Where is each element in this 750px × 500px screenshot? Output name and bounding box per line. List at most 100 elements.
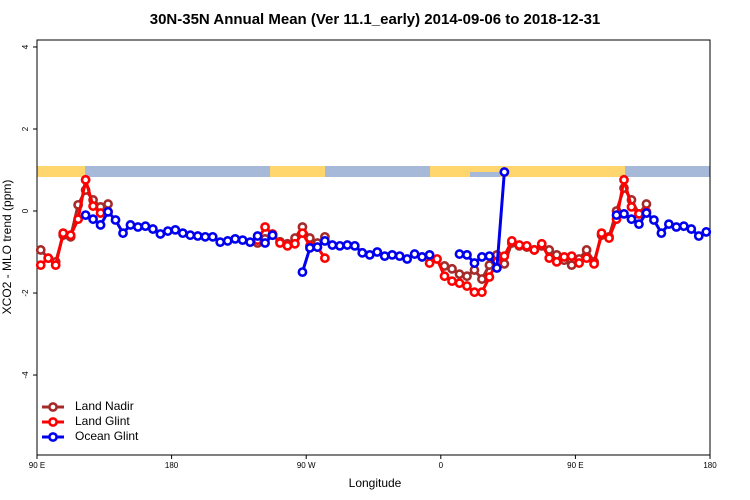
data-point <box>611 210 622 221</box>
data-point <box>447 263 457 274</box>
data-point <box>536 238 547 249</box>
data-point <box>477 274 487 284</box>
data-point <box>477 287 487 298</box>
data-point <box>88 214 98 225</box>
data-point <box>663 219 674 230</box>
data-point <box>43 253 54 264</box>
data-point <box>529 245 540 255</box>
data-point <box>499 259 510 269</box>
data-point <box>424 249 435 260</box>
data-point <box>462 281 472 291</box>
ocean-band <box>325 166 430 177</box>
data-point <box>566 260 577 271</box>
data-point <box>267 230 278 241</box>
series <box>35 183 652 284</box>
data-point <box>604 233 614 243</box>
data-point <box>110 215 121 225</box>
data-point <box>319 253 330 264</box>
data-point <box>379 251 390 262</box>
data-point <box>372 247 383 257</box>
y-axis-label: XCO2 - MLO trend (ppm) <box>0 180 14 315</box>
data-point <box>297 267 308 278</box>
data-point <box>237 235 248 246</box>
data-point <box>454 269 465 280</box>
data-point <box>462 249 472 260</box>
data-point <box>686 224 697 234</box>
data-point <box>103 206 113 217</box>
data-point <box>596 228 607 239</box>
data-point <box>574 258 585 268</box>
data-point <box>125 220 136 230</box>
data-point <box>312 242 323 252</box>
data-point <box>447 276 457 287</box>
data-point <box>559 252 570 262</box>
data-point <box>327 240 338 250</box>
data-point <box>170 224 181 235</box>
data-point <box>103 199 113 209</box>
legend-marker <box>48 417 58 427</box>
data-point <box>342 240 353 250</box>
x-tick-label: 90 W <box>297 461 316 470</box>
data-point <box>656 228 667 239</box>
data-point <box>192 231 203 241</box>
data-point <box>484 251 495 262</box>
data-point <box>357 247 368 258</box>
x-tick-label: 180 <box>165 461 179 470</box>
data-point <box>162 226 173 236</box>
data-point <box>499 251 510 262</box>
x-tick-label: 90 E <box>29 461 45 470</box>
data-point <box>177 228 188 239</box>
legend-label: Ocean Glint <box>75 429 139 443</box>
data-point <box>394 251 405 262</box>
data-point <box>566 251 577 262</box>
data-point <box>290 238 300 249</box>
data-point <box>305 243 315 253</box>
data-point <box>619 174 629 185</box>
y-tick-label: 4 <box>21 44 30 49</box>
data-point <box>118 228 128 239</box>
legend-label: Land Nadir <box>75 399 134 413</box>
data-point <box>349 240 360 251</box>
series <box>80 167 712 278</box>
data-point <box>409 249 420 259</box>
y-tick-label: 0 <box>21 208 30 213</box>
data-point <box>252 231 263 241</box>
land-ocean-strip <box>37 166 710 177</box>
series-line <box>39 178 647 294</box>
data-point <box>80 210 91 221</box>
data-point <box>215 237 226 248</box>
data-point <box>282 240 293 251</box>
data-point <box>58 228 69 239</box>
data-point <box>589 259 599 269</box>
data-point <box>484 272 495 282</box>
data-point <box>491 263 502 273</box>
data-point <box>506 236 517 246</box>
chart-title: 30N-35N Annual Mean (Ver 11.1_early) 201… <box>150 11 601 28</box>
data-point <box>297 228 308 239</box>
legend-marker <box>48 402 58 412</box>
data-point <box>514 240 525 250</box>
data-point <box>454 249 465 259</box>
legend-label: Land Glint <box>75 414 130 428</box>
data-point <box>641 208 652 218</box>
data-point <box>521 240 532 251</box>
data-point <box>140 221 151 232</box>
data-point <box>454 278 465 289</box>
data-point <box>185 230 196 241</box>
y-tick-label: 2 <box>21 126 30 131</box>
data-point <box>701 227 712 237</box>
data-point <box>619 208 629 219</box>
y-tick-label: -2 <box>21 289 30 297</box>
data-point <box>319 236 330 246</box>
data-point <box>245 237 256 248</box>
data-point <box>73 214 84 225</box>
data-point <box>581 245 592 255</box>
data-point <box>402 254 413 264</box>
data-point <box>626 214 637 225</box>
data-point <box>499 167 510 177</box>
data-point <box>88 201 98 211</box>
data-point <box>477 252 487 262</box>
data-point <box>641 199 652 209</box>
